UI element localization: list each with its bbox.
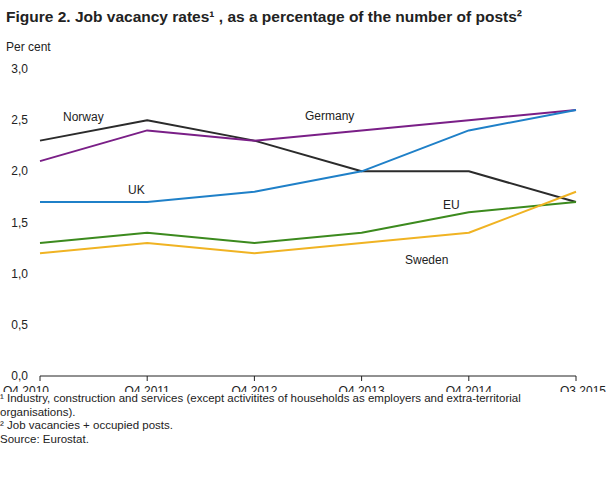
x-tick xyxy=(254,376,255,381)
chart: Figure 2. Job vacancy rates¹ , as a perc… xyxy=(0,0,609,392)
y-tick-label: 0,5 xyxy=(11,318,28,332)
x-tick-label: Q4 2011 xyxy=(125,384,170,392)
x-axis xyxy=(40,376,576,377)
x-tick-label: Q4 2014 xyxy=(446,384,492,392)
y-axis-label: Per cent xyxy=(6,40,51,54)
x-tick xyxy=(147,376,148,381)
x-tick-label: Q4 2013 xyxy=(339,384,385,392)
source: Source: Eurostat. xyxy=(0,433,585,447)
series-line xyxy=(40,110,576,161)
footnote: ² Job vacancies + occupied posts. xyxy=(0,419,585,433)
plot-area xyxy=(40,110,576,253)
x-tick-label: Q3 2015 xyxy=(560,384,606,392)
x-tick xyxy=(40,376,41,381)
series-label: EU xyxy=(443,198,460,212)
x-tick xyxy=(361,376,362,381)
y-tick-label: 2,0 xyxy=(11,164,28,178)
y-tick-label: 0,0 xyxy=(11,369,28,383)
series-label: Germany xyxy=(305,109,354,123)
series-label: Norway xyxy=(63,110,104,124)
x-tick xyxy=(576,376,577,381)
series-label: Sweden xyxy=(405,253,448,267)
footnote: ¹ Industry, construction and services (e… xyxy=(0,392,585,419)
y-tick-label: 1,5 xyxy=(11,216,28,230)
series-label: UK xyxy=(128,183,145,197)
title: Figure 2. Job vacancy rates¹ , as a perc… xyxy=(6,8,522,25)
series-line xyxy=(40,192,576,253)
series-line xyxy=(40,120,576,202)
series-line xyxy=(40,110,576,202)
y-tick-label: 3,0 xyxy=(11,62,28,76)
y-tick-label: 2,5 xyxy=(11,113,28,127)
x-tick-label: Q4 2010 xyxy=(3,384,49,392)
x-tick-label: Q4 2012 xyxy=(231,384,277,392)
y-tick-label: 1,0 xyxy=(11,267,28,281)
notes: ¹ Industry, construction and services (e… xyxy=(0,392,585,446)
x-tick xyxy=(468,376,469,381)
